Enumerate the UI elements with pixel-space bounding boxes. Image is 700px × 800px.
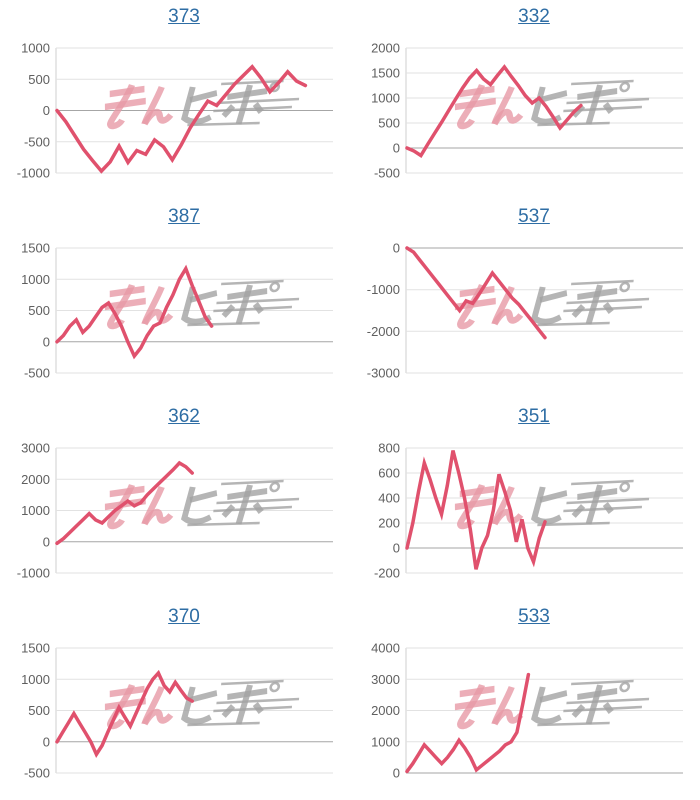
y-tick-label: -500 — [24, 766, 50, 781]
y-tick-label: 1000 — [21, 503, 50, 518]
payout-line — [55, 460, 194, 546]
y-tick-label: 0 — [393, 241, 400, 256]
y-tick-label: 600 — [378, 466, 400, 481]
payout-line — [405, 672, 531, 774]
y-tick-label: 1000 — [371, 734, 400, 749]
line-chart-canvas: 2000 1500 1000 500 0 -500 — [371, 41, 683, 181]
y-tick-label: -3000 — [367, 366, 400, 381]
chart-cell: 1500 1000 500 0 -500 370 — [0, 600, 350, 800]
payout-line — [55, 64, 308, 174]
line-chart-canvas: 1500 1000 500 0 -500 — [21, 641, 333, 781]
line-chart-canvas: 800 600 400 200 0 -200 — [374, 441, 683, 581]
y-tick-label: -1000 — [17, 566, 50, 581]
min-repo-watermark — [104, 79, 300, 130]
y-tick-label: 1500 — [371, 66, 400, 81]
chart-cell: 3000 2000 1000 0 -1000 362 — [0, 400, 350, 600]
y-tick-label: 1000 — [21, 41, 50, 56]
y-tick-label: -500 — [24, 134, 50, 149]
y-tick-label: 2000 — [371, 703, 400, 718]
chart-cell: 2000 1500 1000 500 0 -500 332 — [350, 0, 700, 200]
y-tick-label: 0 — [393, 541, 400, 556]
y-tick-label: 0 — [43, 103, 50, 118]
y-tick-label: 500 — [28, 703, 50, 718]
chart-cell: 1000 500 0 -500 -1000 373 — [0, 0, 350, 200]
y-tick-label: -1000 — [367, 282, 400, 297]
y-tick-label: 3000 — [21, 441, 50, 456]
machine-number-link[interactable]: 373 — [168, 6, 200, 27]
line-chart-canvas: 1500 1000 500 0 -500 — [21, 241, 333, 381]
line-chart-canvas: 0 -1000 -2000 -3000 — [367, 241, 683, 381]
y-tick-label: 0 — [393, 141, 400, 156]
line-chart-canvas: 1000 500 0 -500 -1000 — [17, 41, 333, 181]
machine-number-link[interactable]: 387 — [168, 206, 200, 227]
chart-cell: 800 600 400 200 0 -200 351 — [350, 400, 700, 600]
machine-number-link[interactable]: 537 — [518, 206, 550, 227]
machine-number-link[interactable]: 351 — [518, 406, 550, 427]
payout-line — [405, 450, 547, 570]
machine-number-link[interactable]: 370 — [168, 606, 200, 627]
chart-cell: 4000 3000 2000 1000 0 533 — [350, 600, 700, 800]
line-chart-canvas: 4000 3000 2000 1000 0 — [371, 641, 683, 781]
y-tick-label: -2000 — [367, 324, 400, 339]
y-tick-label: 1000 — [21, 672, 50, 687]
y-tick-label: 800 — [378, 441, 400, 456]
y-tick-label: 2000 — [371, 41, 400, 56]
y-tick-label: 1500 — [21, 641, 50, 656]
chart-cell: 0 -1000 -2000 -3000 537 — [350, 200, 700, 400]
chart-cell: 1500 1000 500 0 -500 387 — [0, 200, 350, 400]
line-chart-canvas: 3000 2000 1000 0 -1000 — [17, 441, 333, 581]
y-tick-label: 4000 — [371, 641, 400, 656]
y-tick-label: 500 — [28, 72, 50, 87]
payout-line — [55, 264, 214, 360]
min-repo-watermark — [104, 479, 300, 530]
y-tick-label: -500 — [374, 166, 400, 181]
payout-line — [405, 246, 547, 340]
machine-number-link[interactable]: 332 — [518, 6, 550, 27]
y-tick-label: 400 — [378, 491, 400, 506]
y-tick-label: 1000 — [371, 91, 400, 106]
y-tick-label: 500 — [378, 116, 400, 131]
y-tick-label: 0 — [43, 734, 50, 749]
min-repo-watermark — [104, 279, 300, 330]
min-repo-watermark — [454, 679, 650, 730]
payout-line — [55, 669, 194, 758]
y-tick-label: 200 — [378, 516, 400, 531]
y-tick-label: 500 — [28, 303, 50, 318]
y-tick-label: -1000 — [17, 166, 50, 181]
y-tick-label: 3000 — [371, 672, 400, 687]
y-tick-label: -500 — [24, 366, 50, 381]
y-tick-label: 0 — [43, 334, 50, 349]
y-tick-label: 0 — [393, 766, 400, 781]
min-repo-watermark — [454, 479, 650, 530]
min-repo-watermark — [454, 79, 650, 130]
payout-line — [405, 64, 583, 158]
y-tick-label: 1000 — [21, 272, 50, 287]
y-tick-label: 1500 — [21, 241, 50, 256]
y-tick-label: 2000 — [21, 472, 50, 487]
y-tick-label: -200 — [374, 566, 400, 581]
y-tick-label: 0 — [43, 534, 50, 549]
machine-number-link[interactable]: 362 — [168, 406, 200, 427]
machine-number-link[interactable]: 533 — [518, 606, 550, 627]
